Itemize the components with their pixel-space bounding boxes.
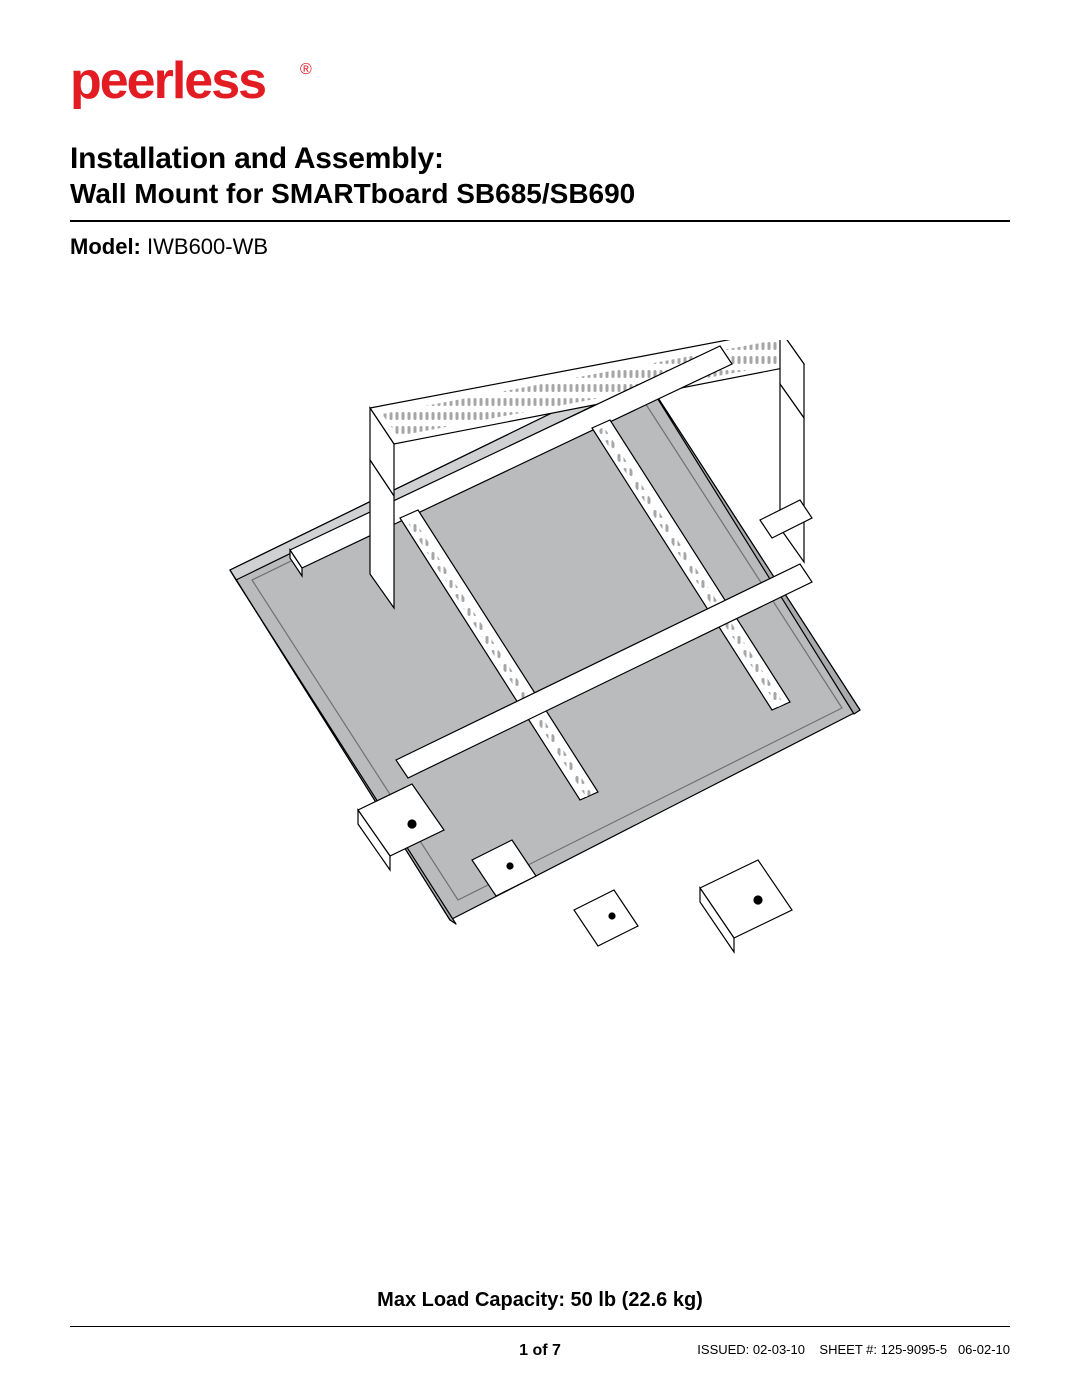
title-rule [70,220,1010,222]
page-current: 1 [519,1342,528,1359]
sheet-number: 125-9095-5 [881,1342,948,1357]
footer-rule [70,1326,1010,1327]
foot-bracket-4 [700,860,792,952]
sheet-label: SHEET #: [819,1342,877,1357]
doc-title-line2: Wall Mount for SMARTboard SB685/SB690 [70,178,1010,210]
doc-title-line1: Installation and Assembly: [70,142,1010,176]
page-total: 7 [552,1342,561,1359]
max-load-label: Max Load Capacity: [377,1289,565,1311]
max-load-value: 50 lb (22.6 kg) [571,1289,703,1311]
issued-date: 02-03-10 [753,1342,805,1357]
model-label: Model: [70,234,141,259]
svg-text:®: ® [300,61,312,78]
page-footer: 1 of 7 ISSUED: 02-03-10 SHEET #: 125-909… [70,1342,1010,1357]
brand-logo: peerless ® [70,50,1010,114]
page-indicator: 1 of 7 [519,1342,561,1360]
model-value: IWB600-WB [147,234,268,259]
sheet-date: 06-02-10 [958,1342,1010,1357]
issue-meta: ISSUED: 02-03-10 SHEET #: 125-9095-5 06-… [697,1342,1010,1357]
model-line: Model: IWB600-WB [70,234,1010,260]
product-diagram [70,340,1010,980]
max-load-line: Max Load Capacity: 50 lb (22.6 kg) [70,1289,1010,1312]
foot-bracket-3 [574,890,638,946]
issued-label: ISSUED: [697,1342,749,1357]
svg-text:peerless: peerless [70,52,265,110]
page-sep: of [532,1342,547,1359]
